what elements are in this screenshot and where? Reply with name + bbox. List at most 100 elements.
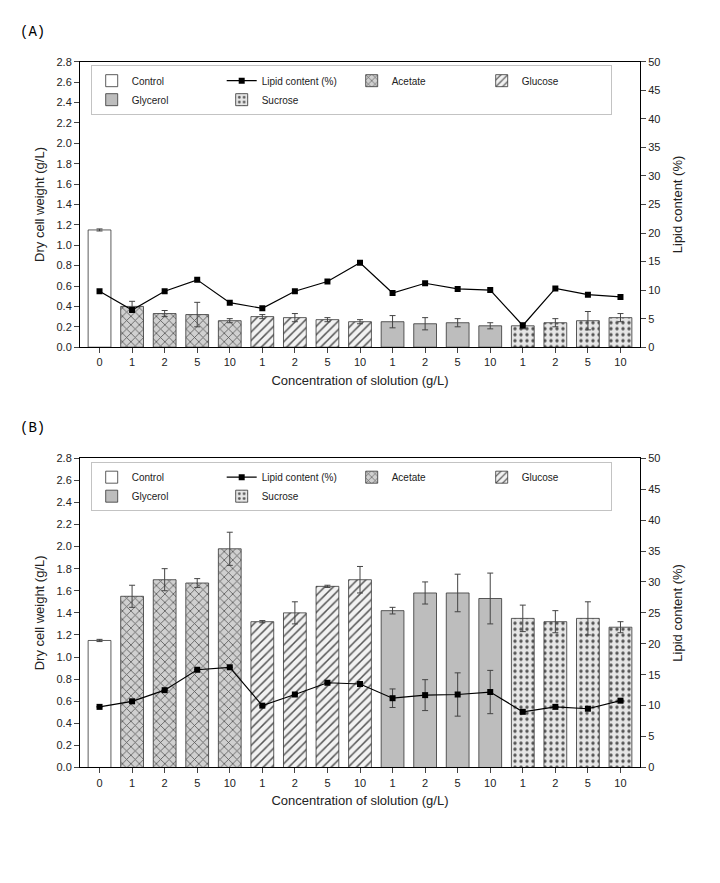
- svg-text:2: 2: [162, 777, 168, 789]
- svg-text:0.8: 0.8: [57, 673, 72, 685]
- svg-text:5: 5: [648, 730, 654, 742]
- svg-text:Lipid content (%): Lipid content (%): [262, 76, 337, 87]
- svg-text:10: 10: [354, 356, 366, 368]
- svg-text:5: 5: [585, 356, 591, 368]
- svg-text:0.4: 0.4: [57, 300, 72, 312]
- svg-text:5: 5: [585, 777, 591, 789]
- svg-text:15: 15: [648, 255, 660, 267]
- svg-text:Acetate: Acetate: [392, 472, 426, 483]
- svg-text:1: 1: [129, 777, 135, 789]
- svg-text:Sucrose: Sucrose: [262, 95, 299, 106]
- svg-text:1: 1: [389, 356, 395, 368]
- svg-text:2.8: 2.8: [57, 56, 72, 68]
- svg-text:1.6: 1.6: [57, 585, 72, 597]
- svg-text:(A): (A): [20, 24, 45, 40]
- svg-text:50: 50: [648, 452, 660, 464]
- svg-text:2.4: 2.4: [57, 96, 72, 108]
- svg-text:2.4: 2.4: [57, 496, 72, 508]
- svg-text:1: 1: [520, 356, 526, 368]
- svg-text:Sucrose: Sucrose: [262, 491, 299, 502]
- svg-text:5: 5: [194, 356, 200, 368]
- svg-text:Glucose: Glucose: [522, 76, 559, 87]
- svg-text:0: 0: [96, 356, 102, 368]
- svg-text:10: 10: [484, 356, 496, 368]
- svg-text:2: 2: [552, 356, 558, 368]
- svg-text:2.2: 2.2: [57, 117, 72, 129]
- svg-text:2.2: 2.2: [57, 518, 72, 530]
- svg-text:0.2: 0.2: [57, 321, 72, 333]
- svg-text:2: 2: [422, 356, 428, 368]
- svg-text:Lipid content (%): Lipid content (%): [262, 472, 337, 483]
- svg-text:40: 40: [648, 514, 660, 526]
- svg-text:0.4: 0.4: [57, 717, 72, 729]
- svg-text:25: 25: [648, 198, 660, 210]
- svg-text:35: 35: [648, 545, 660, 557]
- svg-text:5: 5: [455, 777, 461, 789]
- svg-text:Concentration of slolution (g/: Concentration of slolution (g/L): [271, 373, 448, 388]
- svg-text:2.6: 2.6: [57, 474, 72, 486]
- svg-text:1.0: 1.0: [57, 651, 72, 663]
- svg-text:Lipid content (%): Lipid content (%): [671, 564, 686, 662]
- svg-text:5: 5: [455, 356, 461, 368]
- svg-text:Glycerol: Glycerol: [132, 95, 169, 106]
- svg-text:15: 15: [648, 669, 660, 681]
- svg-text:0.6: 0.6: [57, 280, 72, 292]
- svg-text:Dry cell weight (g/L): Dry cell weight (g/L): [32, 555, 47, 670]
- svg-text:1.2: 1.2: [57, 219, 72, 231]
- svg-text:10: 10: [648, 284, 660, 296]
- svg-text:0: 0: [96, 777, 102, 789]
- svg-text:2: 2: [552, 777, 558, 789]
- svg-text:Concentration of slolution (g/: Concentration of slolution (g/L): [271, 793, 448, 808]
- svg-text:1: 1: [520, 777, 526, 789]
- svg-text:1: 1: [389, 777, 395, 789]
- svg-text:25: 25: [648, 607, 660, 619]
- svg-text:35: 35: [648, 141, 660, 153]
- svg-text:20: 20: [648, 227, 660, 239]
- svg-text:5: 5: [324, 777, 330, 789]
- svg-text:1.6: 1.6: [57, 178, 72, 190]
- svg-text:1.8: 1.8: [57, 158, 72, 170]
- svg-text:45: 45: [648, 84, 660, 96]
- svg-text:Glycerol: Glycerol: [132, 491, 169, 502]
- svg-text:1.2: 1.2: [57, 629, 72, 641]
- svg-text:0.8: 0.8: [57, 259, 72, 271]
- svg-text:1: 1: [259, 777, 265, 789]
- svg-text:10: 10: [648, 699, 660, 711]
- svg-text:2: 2: [292, 356, 298, 368]
- svg-text:Glucose: Glucose: [522, 472, 559, 483]
- svg-text:1.4: 1.4: [57, 198, 72, 210]
- svg-text:50: 50: [648, 56, 660, 68]
- svg-text:(B): (B): [20, 420, 45, 436]
- svg-text:5: 5: [194, 777, 200, 789]
- svg-text:0.2: 0.2: [57, 739, 72, 751]
- svg-text:Control: Control: [132, 472, 164, 483]
- svg-text:45: 45: [648, 483, 660, 495]
- svg-text:20: 20: [648, 638, 660, 650]
- svg-text:Control: Control: [132, 76, 164, 87]
- svg-text:0: 0: [648, 761, 654, 773]
- svg-text:Lipid content (%): Lipid content (%): [671, 156, 686, 254]
- svg-text:5: 5: [648, 313, 654, 325]
- svg-text:1: 1: [259, 356, 265, 368]
- svg-text:2.0: 2.0: [57, 137, 72, 149]
- svg-text:0.0: 0.0: [57, 341, 72, 353]
- svg-text:1.4: 1.4: [57, 607, 72, 619]
- svg-text:2.8: 2.8: [57, 452, 72, 464]
- svg-text:40: 40: [648, 113, 660, 125]
- svg-text:10: 10: [354, 777, 366, 789]
- svg-text:10: 10: [484, 777, 496, 789]
- svg-text:0.0: 0.0: [57, 761, 72, 773]
- svg-text:10: 10: [224, 356, 236, 368]
- svg-text:1.0: 1.0: [57, 239, 72, 251]
- svg-text:1.8: 1.8: [57, 563, 72, 575]
- svg-text:10: 10: [224, 777, 236, 789]
- svg-text:0.6: 0.6: [57, 695, 72, 707]
- svg-text:30: 30: [648, 576, 660, 588]
- svg-text:Acetate: Acetate: [392, 76, 426, 87]
- svg-text:2: 2: [422, 777, 428, 789]
- svg-text:10: 10: [614, 777, 626, 789]
- svg-text:10: 10: [614, 356, 626, 368]
- svg-text:5: 5: [324, 356, 330, 368]
- svg-text:30: 30: [648, 170, 660, 182]
- svg-text:2: 2: [292, 777, 298, 789]
